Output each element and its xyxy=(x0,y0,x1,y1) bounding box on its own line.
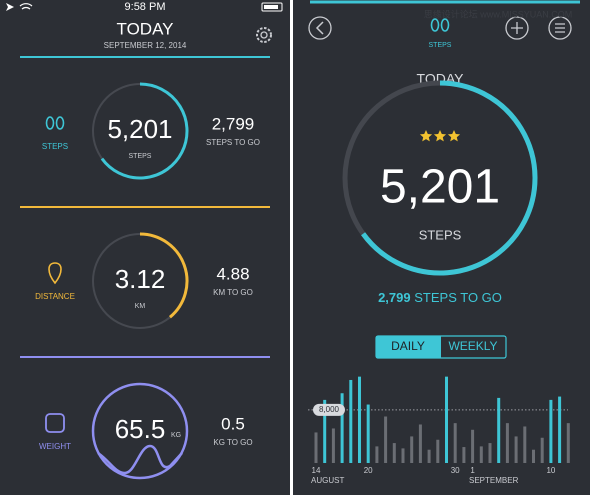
add-button[interactable] xyxy=(505,16,529,40)
bar xyxy=(479,446,483,463)
battery-level xyxy=(264,5,278,9)
watermark: 思缘设计论坛 www.MISSYUAN.COM xyxy=(424,8,573,19)
metric-name: WEIGHT xyxy=(39,442,71,451)
bar xyxy=(314,432,318,463)
tab-daily[interactable]: DAILY xyxy=(391,339,425,353)
tab-weekly[interactable]: WEEKLY xyxy=(448,339,497,353)
big-value: 5,201 xyxy=(380,161,500,214)
bar xyxy=(427,449,431,463)
bar xyxy=(549,399,553,463)
ring-progress xyxy=(139,232,189,319)
bar xyxy=(384,416,388,463)
bar xyxy=(445,376,448,463)
metric-remaining: 2,799 xyxy=(212,114,255,133)
bar xyxy=(436,439,440,463)
settings-icon[interactable] xyxy=(256,27,272,43)
month-label: SEPTEMBER xyxy=(469,476,519,485)
add-plus[interactable] xyxy=(511,22,523,34)
metric-unit: STEPS xyxy=(129,153,152,160)
foot xyxy=(430,18,440,32)
bar xyxy=(558,396,562,463)
metric-remaining-label: STEPS TO GO xyxy=(206,138,260,147)
metric-value: 65.5 xyxy=(115,414,166,444)
bar xyxy=(401,448,405,463)
metric-name: DISTANCE xyxy=(35,292,75,301)
bar xyxy=(540,437,544,463)
goal-badge xyxy=(313,403,345,416)
bar xyxy=(514,436,518,463)
bar xyxy=(488,443,492,463)
x-tick-label: 10 xyxy=(546,466,555,475)
bar xyxy=(471,429,475,463)
gear[interactable] xyxy=(256,27,272,43)
metric-remaining: 4.88 xyxy=(216,264,249,283)
metric-value: 3.12 xyxy=(115,264,166,294)
star xyxy=(419,130,433,142)
icon xyxy=(45,116,55,130)
left-screen xyxy=(0,0,290,495)
bar xyxy=(566,423,570,463)
x-tick-label: 20 xyxy=(364,466,373,475)
header-label: STEPS xyxy=(429,42,452,49)
bar xyxy=(410,436,414,463)
big-ring-progress xyxy=(361,80,538,276)
bar xyxy=(418,424,422,463)
metric-unit: KM xyxy=(135,303,146,310)
icon xyxy=(55,116,65,130)
bar xyxy=(453,423,457,463)
bar xyxy=(523,426,527,463)
big-unit: STEPS xyxy=(419,227,462,242)
bar xyxy=(340,393,344,463)
remaining-value: 2,799 xyxy=(378,290,411,305)
date: SEPTEMBER 12, 2014 xyxy=(104,41,187,50)
goal-label: 8,000 xyxy=(319,405,340,414)
back-arrow[interactable] xyxy=(315,21,324,35)
metric-unit: KG xyxy=(171,432,181,439)
bar xyxy=(323,399,327,463)
x-tick-label: 1 xyxy=(470,466,475,475)
tab-daily-bg[interactable] xyxy=(376,336,441,358)
icon xyxy=(48,262,62,285)
month-label: AUGUST xyxy=(311,476,344,485)
bar xyxy=(349,379,353,463)
weight-trend xyxy=(97,444,183,475)
steps-icon xyxy=(430,18,450,32)
title: TODAY xyxy=(117,19,174,38)
bar xyxy=(358,376,361,463)
wifi-icon xyxy=(19,3,33,10)
bar xyxy=(392,443,396,463)
remaining-label: STEPS TO GO xyxy=(414,290,502,305)
back-button[interactable] xyxy=(308,16,332,40)
bar xyxy=(331,428,335,463)
gear-hole[interactable] xyxy=(260,31,268,39)
x-tick-label: 30 xyxy=(451,466,460,475)
bar xyxy=(375,446,379,463)
x-tick-label: 14 xyxy=(312,466,321,475)
ring-progress xyxy=(100,82,189,180)
metric-remaining: 0.5 xyxy=(221,414,245,433)
bar xyxy=(497,397,501,463)
bar xyxy=(505,423,509,463)
metric-remaining-label: KG TO GO xyxy=(213,438,252,447)
metric-name: STEPS xyxy=(42,142,68,151)
list-button[interactable] xyxy=(548,16,572,40)
foot xyxy=(440,18,450,32)
star xyxy=(447,130,461,142)
icon xyxy=(45,413,65,433)
metric-remaining-label: KM TO GO xyxy=(213,288,253,297)
bar xyxy=(462,447,466,463)
star xyxy=(433,130,447,142)
status-time: 9:58 PM xyxy=(125,1,166,13)
battery-icon xyxy=(261,2,283,12)
bar xyxy=(532,449,535,463)
remaining: 2,799 STEPS TO GO xyxy=(378,290,502,305)
airplane-icon xyxy=(6,3,14,11)
list-lines[interactable] xyxy=(555,23,565,33)
bar xyxy=(366,404,370,463)
ring-full xyxy=(91,382,189,480)
stars xyxy=(419,130,461,142)
metric-value: 5,201 xyxy=(107,114,172,144)
